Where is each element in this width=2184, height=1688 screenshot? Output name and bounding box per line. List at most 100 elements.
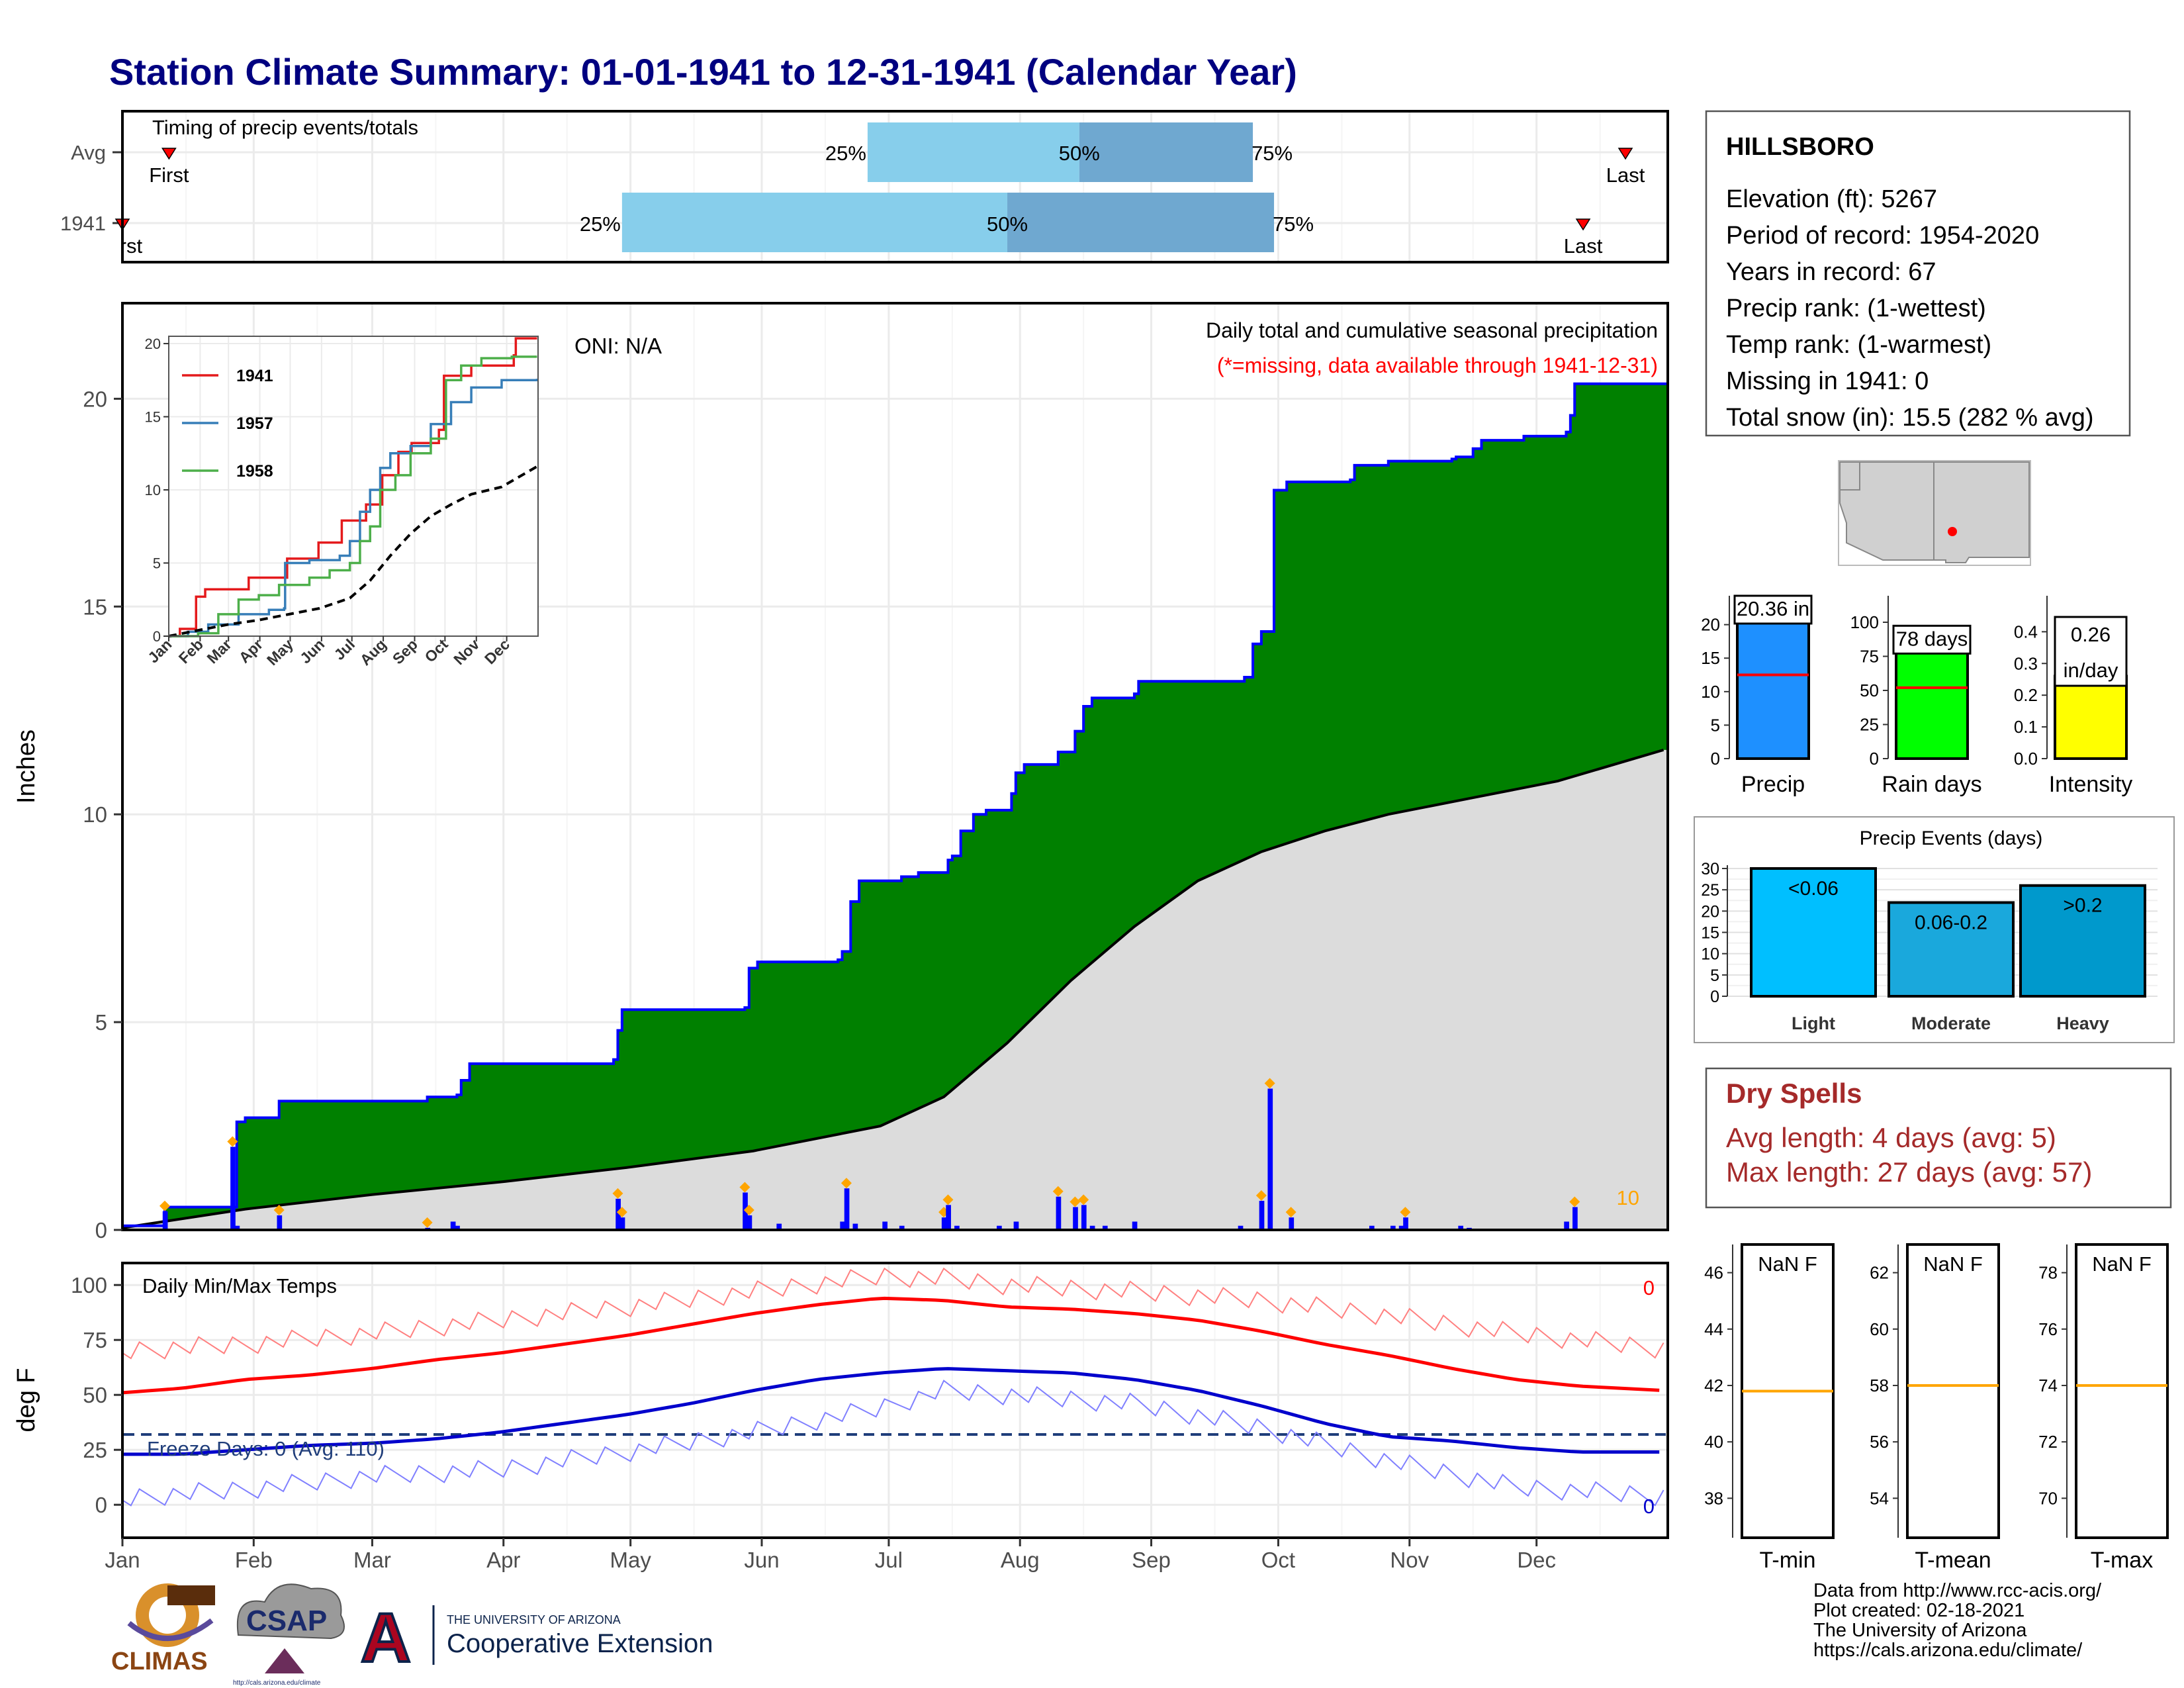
station-line-temp-rank: Temp rank: (1-warmest)	[1726, 331, 1991, 359]
summary-bar-label: Rain days	[1882, 772, 1981, 797]
daily-precip-bar	[1572, 1207, 1578, 1230]
normal-precip-area	[122, 749, 1668, 1230]
timing-row-label-avg: Avg	[71, 141, 106, 164]
events-ytick-label: 10	[1701, 945, 1719, 964]
temp-box-ytick-label: 72	[2038, 1432, 2058, 1452]
month-tick-label: Jun	[744, 1548, 779, 1572]
temp-box-value: NaN F	[1758, 1252, 1817, 1276]
figure-title: Station Climate Summary: 01-01-1941 to 1…	[109, 51, 1297, 93]
inset-frame	[168, 336, 539, 637]
daily-precip-bar	[450, 1221, 456, 1230]
temp-box-ytick-label: 38	[1704, 1488, 1723, 1508]
daily-precip-bar	[1369, 1225, 1375, 1230]
timing-clip-mask	[99, 233, 122, 266]
summary-value-box	[1733, 594, 1813, 625]
temp-box-ytick-label: 62	[1870, 1263, 1889, 1283]
daily-precip-bar	[615, 1198, 621, 1230]
daily-precip-marker	[1255, 1190, 1267, 1201]
events-ytick-label: 15	[1701, 924, 1719, 943]
events-bar-inner-label: >0.2	[2063, 895, 2102, 917]
inset-legend-label: 1958	[236, 462, 273, 481]
temp-ytick-label: 25	[83, 1438, 107, 1462]
temp-box-label: T-max	[2091, 1548, 2153, 1573]
station-line-missing: Missing in 1941: 0	[1726, 367, 1929, 395]
temp-box-ytick-label: 70	[2038, 1488, 2058, 1508]
events-bar	[1750, 867, 1877, 998]
events-bar	[1888, 901, 2015, 998]
temp-y-axis: 0 25 50 75 100	[71, 1273, 122, 1517]
summary-ytick-label: 0.0	[2014, 749, 2038, 769]
inset-ytick-label: 10	[145, 482, 161, 498]
summary-bar-label: Intensity	[2049, 772, 2133, 797]
temp-box-ytick-label: 42	[1704, 1376, 1723, 1395]
daily-precip-bar	[1013, 1221, 1019, 1230]
daily-precip-bar	[1132, 1221, 1138, 1230]
footer-university: The University of Arizona	[1813, 1620, 2027, 1641]
summary-bar-label: Precip	[1741, 772, 1805, 797]
map-new-mexico	[1933, 461, 2030, 563]
month-tick-label: Mar	[353, 1548, 391, 1572]
max-count-label: 0	[1643, 1276, 1655, 1299]
main-panel-frame	[121, 302, 1669, 1231]
month-axis: Jan Feb Mar Apr May Jun Jul Aug Sep Oct Nov Dec	[105, 1538, 1556, 1572]
daily-precip-bar	[1081, 1205, 1087, 1230]
station-line-years: Years in record: 67	[1726, 258, 1936, 286]
inset-legend-label: 1941	[236, 367, 273, 385]
csap-mountain-icon	[265, 1648, 304, 1673]
daily-precip-bar	[455, 1225, 460, 1230]
daily-precip-bar	[1073, 1207, 1078, 1230]
summary-value-label: 78 days	[1896, 627, 1968, 650]
inset-lines	[168, 337, 539, 637]
daily-precip-marker	[1069, 1196, 1081, 1207]
summary-ytick-label: 0	[1711, 749, 1720, 769]
summary-bar	[1736, 621, 1810, 760]
inset-bg	[168, 336, 539, 637]
daily-precip-bars	[159, 1078, 1580, 1230]
daily-precip-bar	[230, 1147, 236, 1230]
temp-box-frame	[1906, 1243, 2000, 1539]
climas-swoosh-icon	[127, 1618, 214, 1642]
summary-ytick-label: 20	[1701, 615, 1720, 635]
timing-label-50: 50%	[987, 212, 1028, 236]
daily-precip-bar	[946, 1205, 951, 1230]
summary-ytick-label: 15	[1701, 648, 1720, 668]
inset-series-line	[169, 355, 537, 637]
normal-precip-line	[122, 748, 1664, 1229]
missing-note: (*=missing, data available through 1941-…	[1217, 353, 1658, 377]
daily-precip-bar	[747, 1215, 752, 1230]
summary-value-box	[2054, 616, 2128, 687]
daily-precip-bar	[997, 1225, 1002, 1230]
ua-top-text: THE UNIVERSITY OF ARIZONA	[447, 1613, 621, 1626]
summary-ytick-label: 0	[1870, 749, 1879, 769]
climas-sun-inner	[149, 1597, 186, 1634]
ua-logo: A THE UNIVERSITY OF ARIZONA Cooperative …	[359, 1598, 713, 1678]
main-ytick-label: 10	[83, 802, 107, 827]
station-line-precip-rank: Precip rank: (1-wettest)	[1726, 295, 1986, 322]
summary-ytick-label: 0.4	[2014, 622, 2038, 641]
temp-box-value: NaN F	[2092, 1252, 2152, 1276]
footer-url: https://cals.arizona.edu/climate/	[1813, 1640, 2083, 1661]
footer-plot-created: Plot created: 02-18-2021	[1813, 1600, 2025, 1621]
daily-precip-marker	[743, 1205, 754, 1216]
oni-label: ONI: N/A	[574, 334, 662, 358]
month-tick-label: Nov	[1390, 1548, 1429, 1572]
timing-last-marker	[1617, 148, 1633, 160]
dry-spells-frame	[1705, 1067, 2172, 1209]
temp-box-ytick-label: 58	[1870, 1376, 1889, 1395]
ua-main-text: Cooperative Extension	[447, 1629, 713, 1658]
cumulative-precip-line	[122, 382, 1668, 1227]
dry-spells-avg: Avg length: 4 days (avg: 5)	[1726, 1122, 2056, 1153]
temp-series-line	[122, 1380, 1664, 1507]
daily-precip-bar	[776, 1223, 782, 1230]
daily-precip-marker	[841, 1178, 852, 1189]
temp-box-label: T-min	[1760, 1548, 1816, 1573]
station-name: HILLSBORO	[1726, 133, 1874, 161]
csap-cloud-icon	[236, 1583, 345, 1640]
main-ytick-label: 20	[83, 387, 107, 411]
daily-precip-bar	[852, 1223, 858, 1230]
daily-precip-marker	[739, 1182, 751, 1193]
timing-label-25: 25%	[825, 142, 866, 165]
main-subtitle: Daily total and cumulative seasonal prec…	[1206, 318, 1658, 342]
